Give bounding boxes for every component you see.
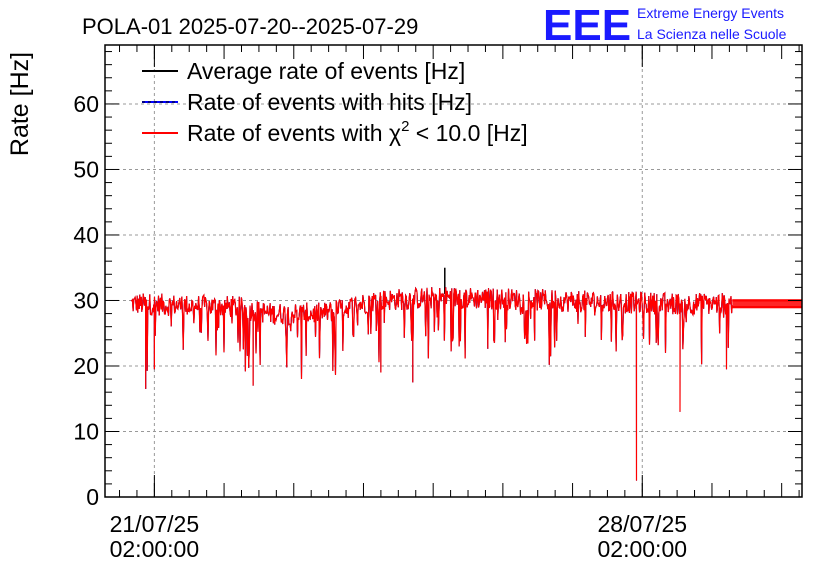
y-tick-label: 50	[73, 156, 99, 182]
y-axis-label: Rate [Hz]	[6, 52, 34, 156]
legend-label-hits: Rate of events with hits [Hz]	[187, 89, 472, 115]
x-tick-time: 02:00:00	[598, 536, 688, 562]
eee-logo-line2: La Scienza nelle Scuole	[637, 26, 787, 42]
eee-logo-line1: Extreme Energy Events	[637, 5, 784, 21]
eee-logo-mark: EEE	[543, 1, 631, 50]
eee-logo: EEE Extreme Energy Events La Scienza nel…	[543, 1, 787, 50]
legend-label-chi2: Rate of events with χ2 < 10.0 [Hz]	[187, 118, 528, 146]
plot-border	[104, 44, 803, 498]
y-tick-label: 10	[73, 418, 99, 444]
chart-title: POLA-01 2025-07-20--2025-07-29	[82, 14, 418, 39]
data-series	[130, 267, 802, 481]
legend-label-average: Average rate of events [Hz]	[187, 58, 465, 84]
y-tick-labels: 0 10 20 30 40 50 60	[73, 91, 99, 510]
x-tick-date: 21/07/25	[110, 511, 200, 537]
x-tick-date: 28/07/25	[598, 511, 688, 537]
y-tick-label: 40	[73, 222, 99, 248]
chi-symbol: χ	[389, 120, 401, 146]
x-tick-time: 02:00:00	[110, 536, 200, 562]
legend: Average rate of events [Hz] Rate of even…	[142, 58, 528, 146]
series-chi2-line	[130, 286, 733, 481]
y-tick-label: 20	[73, 353, 99, 379]
y-tick-label: 60	[73, 91, 99, 117]
y-tick-label: 0	[86, 484, 99, 510]
plot-frame	[104, 44, 803, 498]
chi-superscript: 2	[401, 118, 409, 135]
y-tick-label: 30	[73, 287, 99, 313]
series-flat-tail-band	[732, 299, 802, 309]
